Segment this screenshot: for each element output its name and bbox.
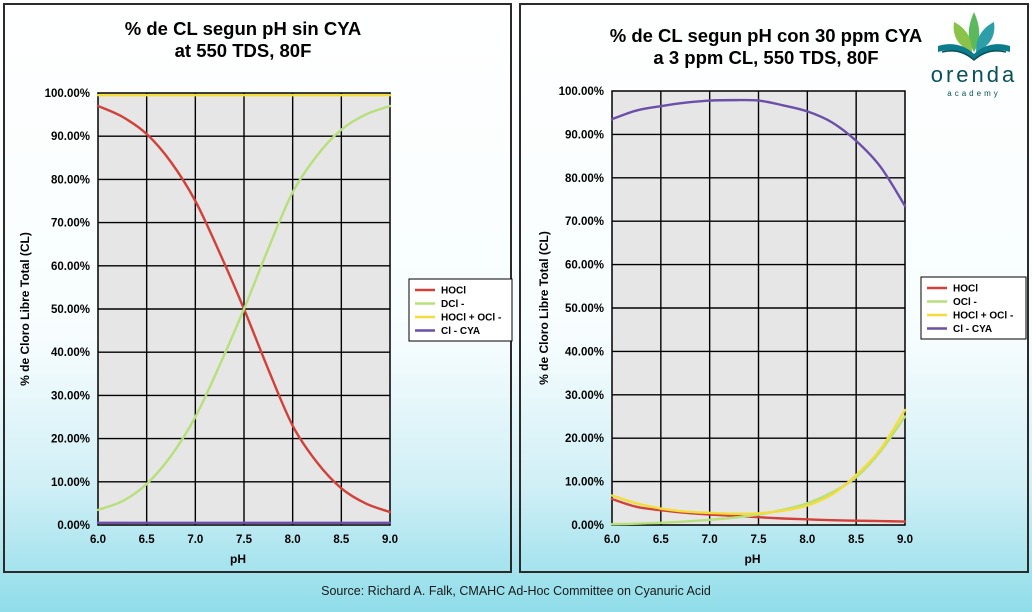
y-tick-label: 30.00% bbox=[51, 390, 90, 402]
legend-label-ocl: OCl - bbox=[953, 297, 977, 308]
x-axis-label: pH bbox=[745, 552, 761, 566]
y-axis-label: % de Cloro Libre Total (CL) bbox=[18, 232, 32, 386]
series-line-ocl bbox=[610, 415, 907, 526]
x-tick-label: 8.5 bbox=[333, 534, 350, 546]
y-tick-label: 90.00% bbox=[51, 131, 90, 143]
y-tick-label: 80.00% bbox=[565, 173, 604, 185]
legend-label-cl-cya: Cl - CYA bbox=[953, 324, 992, 335]
y-tick-label: 70.00% bbox=[51, 218, 90, 230]
series-line-cl-cya bbox=[610, 98, 907, 208]
logo-subtitle: academy bbox=[947, 89, 1001, 98]
chart-title-line: at 550 TDS, 80F bbox=[175, 40, 312, 61]
y-tick-label: 0.00% bbox=[57, 520, 90, 532]
y-tick-label: 100.00% bbox=[559, 86, 604, 98]
x-tick-label: 9.0 bbox=[382, 534, 398, 546]
series-line-dcl bbox=[96, 104, 392, 512]
x-tick-label: 7.5 bbox=[751, 534, 768, 546]
legend: HOCl OCl - HOCl + OCl - Cl - CYA bbox=[920, 276, 1027, 340]
x-tick-label: 6.0 bbox=[90, 534, 106, 546]
legend-label-hocl-ocl: HOCl + OCl - bbox=[441, 313, 501, 324]
y-tick-label: 60.00% bbox=[565, 260, 604, 272]
legend-label-dcl: DCl - bbox=[441, 299, 464, 310]
x-tick-label: 8.0 bbox=[285, 534, 301, 546]
x-tick-label: 7.0 bbox=[187, 534, 203, 546]
y-tick-label: 30.00% bbox=[565, 390, 604, 402]
legend-label-cl-cya: Cl - CYA bbox=[441, 326, 480, 337]
logo-wordmark: orenda bbox=[930, 62, 1018, 87]
x-axis-label: pH bbox=[230, 552, 246, 566]
chart-title-line: % de CL segun pH con 30 ppm CYA bbox=[610, 25, 923, 46]
y-tick-label: 40.00% bbox=[565, 346, 604, 358]
x-tick-label: 6.0 bbox=[604, 534, 620, 546]
x-tick-label: 7.0 bbox=[702, 534, 718, 546]
y-tick-label: 10.00% bbox=[51, 477, 90, 489]
series-line-hocl bbox=[610, 497, 907, 523]
series-line-hocl-ocl bbox=[610, 408, 907, 515]
y-tick-label: 20.00% bbox=[565, 433, 604, 445]
x-tick-label: 9.0 bbox=[897, 534, 913, 546]
source-caption: Source: Richard A. Falk, CMAHC Ad-Hoc Co… bbox=[321, 584, 711, 598]
y-tick-label: 50.00% bbox=[51, 304, 90, 316]
legend: HOCl DCl - HOCl + OCl - Cl - CYA bbox=[408, 278, 513, 342]
y-tick-label: 90.00% bbox=[565, 129, 604, 141]
x-tick-label: 6.5 bbox=[139, 534, 156, 546]
chart-title-line: % de CL segun pH sin CYA bbox=[125, 18, 361, 39]
orenda-academy-logo: orenda academy bbox=[920, 6, 1028, 106]
chart-title-line: a 3 ppm CL, 550 TDS, 80F bbox=[653, 47, 878, 68]
y-tick-label: 20.00% bbox=[51, 434, 90, 446]
y-tick-label: 70.00% bbox=[565, 216, 604, 228]
legend-label-hocl: HOCl bbox=[441, 286, 466, 297]
legend-label-hocl-ocl: HOCl + OCl - bbox=[953, 311, 1013, 322]
y-tick-label: 80.00% bbox=[51, 174, 90, 186]
x-tick-label: 8.0 bbox=[799, 534, 815, 546]
x-tick-label: 8.5 bbox=[848, 534, 865, 546]
y-tick-label: 10.00% bbox=[565, 477, 604, 489]
y-tick-label: 50.00% bbox=[565, 303, 604, 315]
y-tick-label: 0.00% bbox=[571, 520, 604, 532]
x-tick-label: 6.5 bbox=[653, 534, 670, 546]
y-tick-label: 100.00% bbox=[45, 88, 90, 100]
y-axis-label: % de Cloro Libre Total (CL) bbox=[537, 231, 551, 385]
legend-label-hocl: HOCl bbox=[953, 284, 978, 295]
book-leaves-icon bbox=[938, 12, 1010, 62]
chart-panel-right: % de CL segun pH con 30 ppm CYA a 3 ppm C… bbox=[519, 3, 1029, 573]
chart-panel-left: % de CL segun pH sin CYA at 550 TDS, 80F 6… bbox=[3, 3, 513, 573]
x-tick-label: 7.5 bbox=[236, 534, 253, 546]
y-tick-label: 40.00% bbox=[51, 347, 90, 359]
y-tick-label: 60.00% bbox=[51, 261, 90, 273]
